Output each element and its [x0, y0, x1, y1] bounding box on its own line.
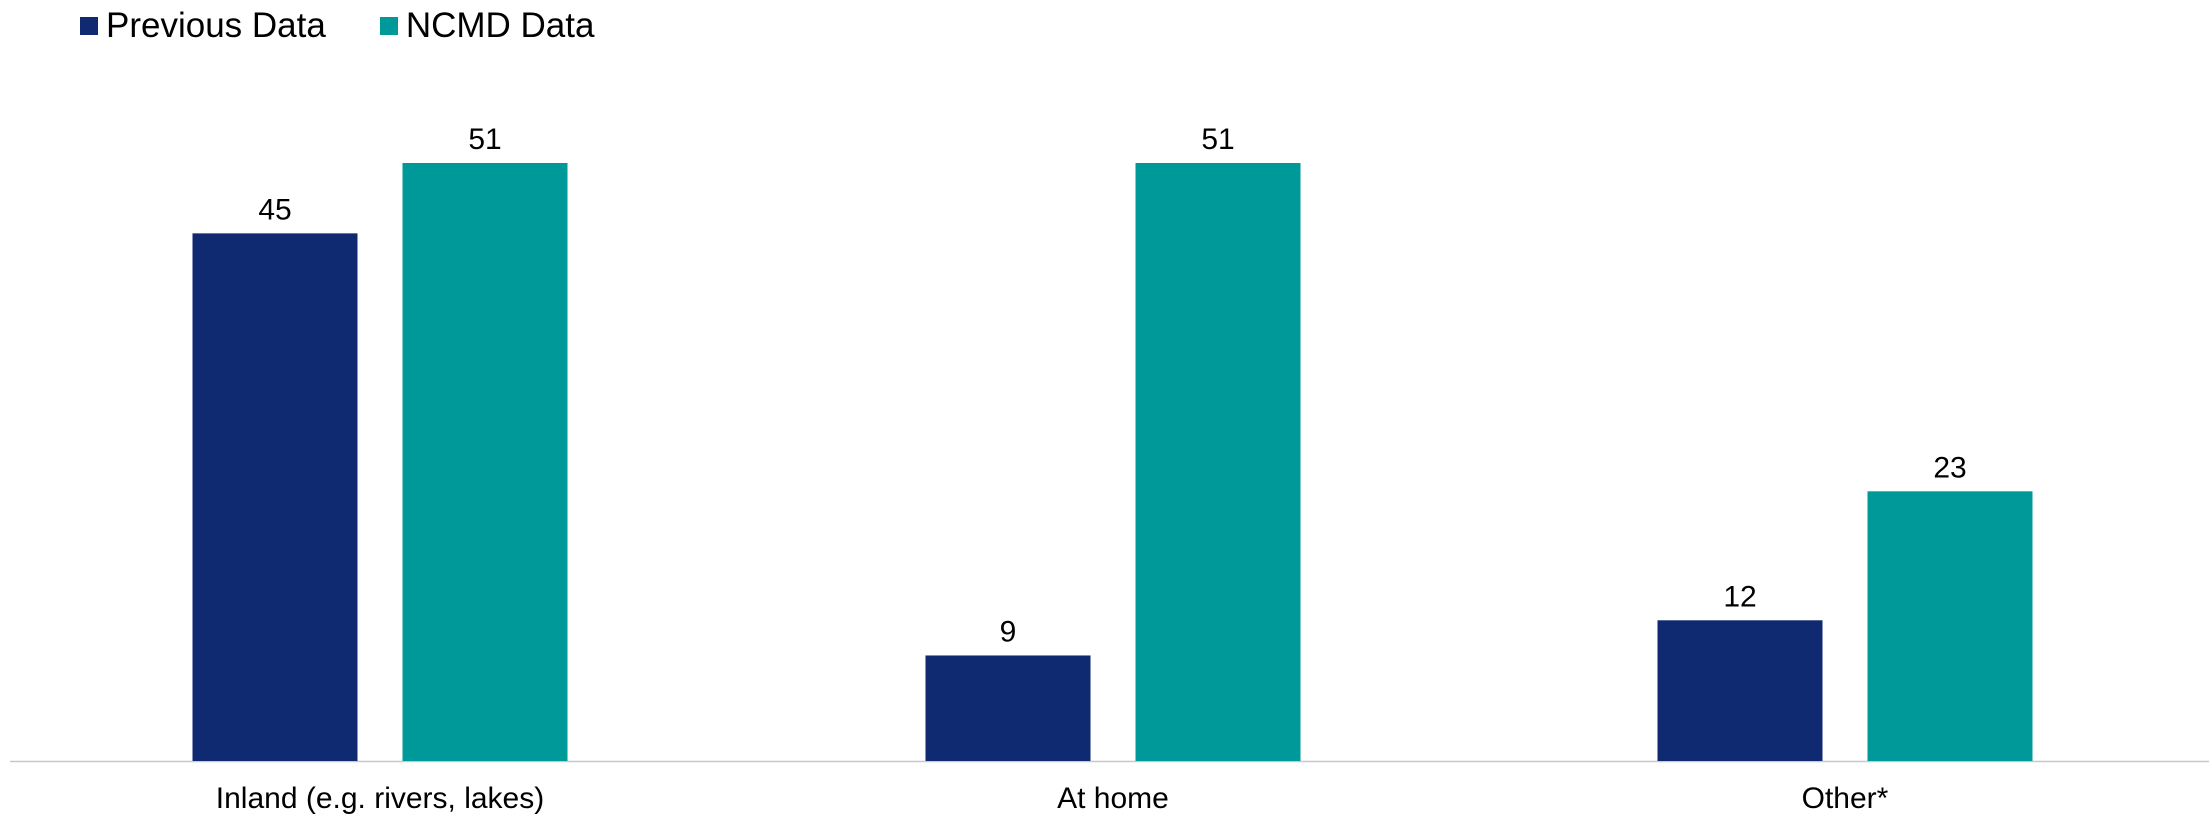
legend-label-0: Previous Data	[106, 6, 326, 45]
bar-1-0	[925, 655, 1091, 761]
bar-0-0	[192, 233, 358, 762]
legend-label-1: NCMD Data	[405, 6, 595, 45]
bar-1-1	[1135, 163, 1301, 761]
bar-2-0	[1657, 620, 1823, 761]
legend-swatch-1	[379, 17, 398, 35]
category-label-2: Other*	[1802, 782, 1889, 815]
data-label-2-0: 12	[1723, 580, 1756, 613]
bar-2-1	[1867, 491, 2033, 761]
legend: Previous Data NCMD Data	[80, 4, 594, 48]
legend-item-1: NCMD Data	[379, 6, 595, 46]
category-label-0: Inland (e.g. rivers, lakes)	[216, 782, 544, 815]
data-label-0-0: 45	[258, 193, 291, 226]
data-label-0-1: 51	[468, 123, 501, 156]
bar-0-1	[402, 163, 568, 761]
data-label-2-1: 23	[1933, 451, 1966, 484]
legend-item-0: Previous Data	[80, 6, 326, 46]
category-label-1: At home	[1057, 782, 1169, 815]
legend-swatch-0	[80, 17, 98, 35]
data-label-1-1: 51	[1201, 123, 1234, 156]
data-label-1-0: 9	[1000, 615, 1017, 648]
